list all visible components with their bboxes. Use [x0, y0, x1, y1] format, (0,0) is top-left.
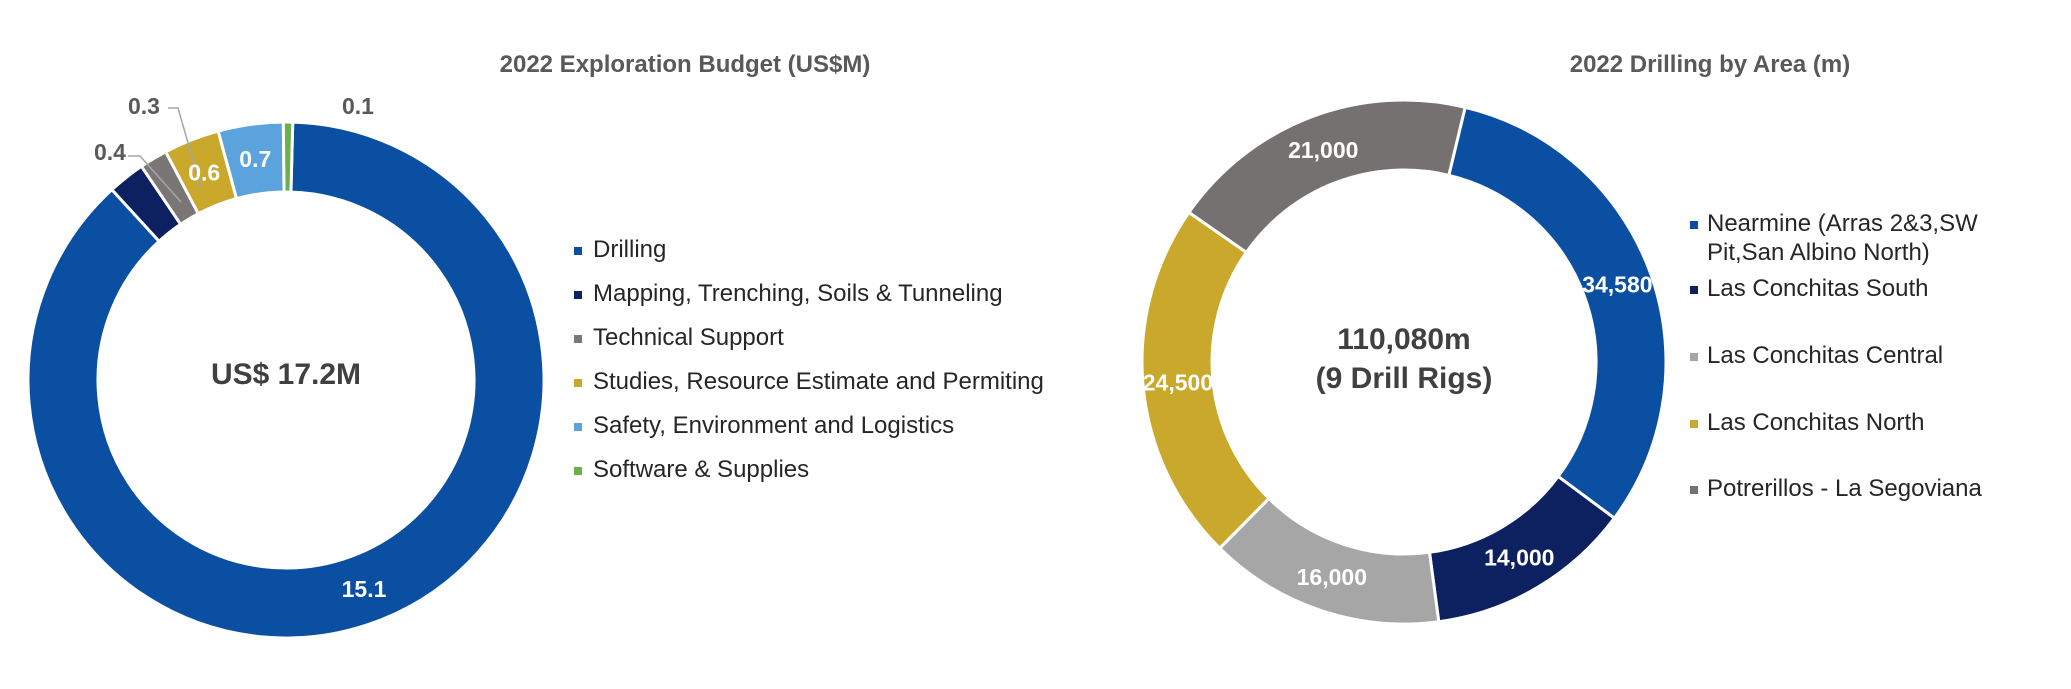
value-label-technical-support: 0.3 [128, 93, 160, 119]
drilling-donut [1140, 98, 1668, 626]
legend-label-nearmine-arras-2-3-sw-pit-san-albino-north-line-1: Nearmine (Arras 2&3,SW [1707, 210, 1978, 237]
legend-label-studies-resource-estimate-and-permiting: Studies, Resource Estimate and Permiting [593, 368, 1044, 395]
legend-marker-las-conchitas-south [1690, 286, 1698, 294]
slice-drilling [26, 120, 546, 640]
budget-donut [26, 120, 546, 640]
budget-chart-title: 2022 Exploration Budget (US$M) [500, 51, 871, 78]
drilling-center-line-1: 110,080m [1337, 323, 1470, 356]
value-label-safety-environment-and-logistics: 0.7 [239, 146, 271, 172]
slice-nearmine-arras-2-3-sw-pit-san-albino-north [1447, 105, 1668, 521]
legend-marker-las-conchitas-north [1690, 420, 1698, 428]
value-label-las-conchitas-north: 24,500 [1143, 370, 1213, 396]
legend-marker-mapping-trenching-soils-tunneling [574, 291, 582, 299]
budget-chart: 2022 Exploration Budget (US$M) US$ 17.2M… [26, 51, 1044, 640]
legend-label-las-conchitas-north: Las Conchitas North [1707, 409, 1924, 436]
budget-center-label: US$ 17.2M [211, 358, 361, 391]
budget-value-labels: 15.1 0.40.3 0.6 0.7 0.1 [94, 93, 387, 602]
legend-label-software-supplies: Software & Supplies [593, 456, 809, 483]
legend-marker-safety-environment-and-logistics [574, 423, 582, 431]
value-label-las-conchitas-south: 14,000 [1484, 545, 1554, 571]
slice-potrerillos-la-segoviana [1186, 98, 1467, 255]
legend-label-safety-environment-and-logistics: Safety, Environment and Logistics [593, 412, 954, 439]
value-label-potrerillos-la-segoviana: 21,000 [1288, 137, 1358, 163]
value-label-las-conchitas-central: 16,000 [1297, 564, 1367, 590]
leader-line-technical-support [168, 107, 202, 189]
legend-marker-technical-support [574, 335, 582, 343]
legend-label-las-conchitas-south: Las Conchitas South [1707, 275, 1928, 302]
legend-marker-drilling [574, 247, 582, 255]
budget-leader-lines [128, 107, 202, 203]
value-label-drilling: 15.1 [342, 576, 387, 602]
legend-label-las-conchitas-central: Las Conchitas Central [1707, 342, 1943, 369]
legend-label-technical-support: Technical Support [593, 324, 784, 351]
legend-marker-studies-resource-estimate-and-permiting [574, 379, 582, 387]
value-label-nearmine-arras-2-3-sw-pit-san-albino-north: 34,580 [1582, 272, 1652, 298]
legend-marker-nearmine-arras-2-3-sw-pit-san-albino-north [1690, 221, 1698, 229]
legend-label-potrerillos-la-segoviana: Potrerillos - La Segoviana [1707, 475, 1982, 502]
value-label-studies-resource-estimate-and-permiting: 0.6 [188, 160, 220, 186]
slice-software-supplies [281, 120, 295, 194]
value-label-mapping-trenching-soils-tunneling: 0.4 [94, 139, 126, 165]
drilling-chart: 2022 Drilling by Area (m) 110,080m (9 Dr… [1140, 51, 1982, 626]
budget-legend: Drilling Mapping, Trenching, Soils & Tunn… [574, 236, 1044, 483]
slice-las-conchitas-central [1217, 496, 1441, 626]
legend-marker-potrerillos-la-segoviana [1690, 486, 1698, 494]
drilling-chart-title: 2022 Drilling by Area (m) [1570, 51, 1851, 78]
legend-marker-las-conchitas-central [1690, 353, 1698, 361]
legend-label-mapping-trenching-soils-tunneling: Mapping, Trenching, Soils & Tunneling [593, 280, 1003, 307]
legend-label-drilling: Drilling [593, 236, 666, 263]
legend-marker-software-supplies [574, 467, 582, 475]
drilling-value-labels: 34,580 14,000 16,000 24,500 21,000 [1143, 137, 1653, 590]
drilling-center-line-2: (9 Drill Rigs) [1316, 362, 1493, 395]
leader-line-mapping-trenching-soils-tunneling [128, 155, 182, 203]
value-label-software-supplies: 0.1 [342, 93, 374, 119]
legend-label-nearmine-arras-2-3-sw-pit-san-albino-north-line-2: Pit,San Albino North) [1707, 239, 1930, 266]
